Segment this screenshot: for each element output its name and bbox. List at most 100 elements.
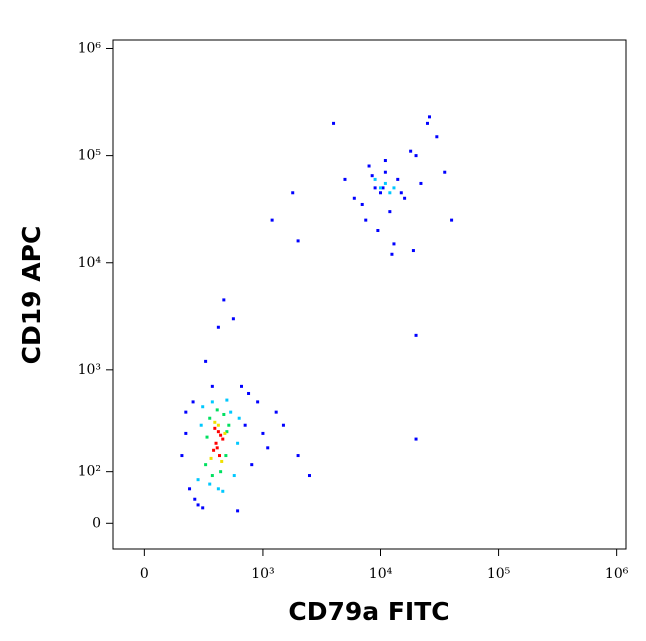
point bbox=[236, 509, 240, 513]
point bbox=[367, 164, 371, 168]
point bbox=[376, 229, 380, 233]
point bbox=[213, 426, 217, 430]
point bbox=[352, 196, 356, 200]
point bbox=[390, 252, 394, 256]
point bbox=[240, 384, 244, 388]
point bbox=[396, 177, 400, 181]
point bbox=[188, 487, 192, 491]
point bbox=[213, 420, 217, 424]
y-tick-label: 0 bbox=[92, 515, 101, 531]
point bbox=[218, 454, 222, 458]
point bbox=[414, 154, 418, 158]
point bbox=[360, 202, 364, 206]
x-tick-label: 10³ bbox=[251, 566, 274, 582]
point bbox=[291, 191, 295, 195]
point bbox=[193, 497, 197, 501]
x-tick-label: 0 bbox=[140, 566, 149, 582]
point bbox=[180, 454, 184, 458]
point bbox=[281, 423, 285, 427]
x-tick-label: 10⁴ bbox=[369, 566, 393, 582]
point bbox=[435, 135, 439, 139]
plot-frame bbox=[112, 39, 627, 550]
point bbox=[232, 474, 236, 478]
point bbox=[364, 218, 368, 222]
point bbox=[403, 196, 407, 200]
point bbox=[296, 454, 300, 458]
point bbox=[219, 433, 223, 437]
point bbox=[373, 186, 377, 190]
point bbox=[388, 210, 392, 214]
point bbox=[392, 186, 396, 190]
point bbox=[237, 416, 241, 420]
point bbox=[332, 121, 336, 125]
point bbox=[231, 317, 235, 321]
point bbox=[215, 408, 219, 412]
point bbox=[229, 410, 233, 414]
point bbox=[215, 446, 219, 450]
point bbox=[388, 191, 392, 195]
point bbox=[256, 400, 260, 404]
point bbox=[266, 446, 270, 450]
point bbox=[210, 474, 214, 478]
point bbox=[219, 470, 223, 474]
point bbox=[184, 431, 188, 435]
point bbox=[227, 423, 231, 427]
point bbox=[209, 456, 213, 460]
point bbox=[261, 431, 265, 435]
point bbox=[210, 384, 214, 388]
point bbox=[210, 400, 214, 404]
point bbox=[199, 423, 203, 427]
point bbox=[414, 333, 418, 337]
point bbox=[214, 441, 218, 445]
point bbox=[414, 437, 418, 441]
y-axis-label: CD19 APC bbox=[17, 226, 46, 365]
point bbox=[392, 242, 396, 246]
point bbox=[225, 398, 229, 402]
point bbox=[236, 441, 240, 445]
point bbox=[296, 239, 300, 243]
point bbox=[370, 174, 374, 178]
point bbox=[274, 410, 278, 414]
y-tick-label: 10⁶ bbox=[78, 40, 102, 56]
point bbox=[411, 249, 415, 253]
point bbox=[201, 405, 205, 409]
point bbox=[383, 159, 387, 163]
point bbox=[196, 503, 200, 507]
point bbox=[208, 416, 212, 420]
point bbox=[419, 181, 423, 185]
point bbox=[379, 191, 383, 195]
x-axis-label: CD79a FITC bbox=[288, 597, 449, 626]
point bbox=[221, 489, 225, 493]
y-tick-label: 10⁵ bbox=[78, 148, 102, 164]
point bbox=[373, 177, 377, 181]
point bbox=[243, 423, 247, 427]
point bbox=[216, 487, 220, 491]
point bbox=[307, 474, 311, 478]
point bbox=[427, 115, 431, 119]
point bbox=[216, 430, 220, 434]
x-tick-label: 10⁵ bbox=[487, 566, 511, 582]
point bbox=[399, 191, 403, 195]
point bbox=[196, 478, 200, 482]
point bbox=[247, 391, 251, 395]
point bbox=[250, 463, 254, 467]
point bbox=[270, 218, 274, 222]
point bbox=[383, 181, 387, 185]
point bbox=[216, 325, 220, 329]
point bbox=[204, 463, 208, 467]
y-tick-label: 10³ bbox=[78, 362, 101, 378]
point bbox=[220, 459, 224, 463]
point bbox=[383, 170, 387, 174]
point bbox=[208, 482, 212, 486]
point bbox=[443, 170, 447, 174]
point bbox=[224, 454, 228, 458]
point bbox=[221, 437, 225, 441]
point bbox=[204, 359, 208, 363]
point bbox=[222, 412, 226, 416]
point bbox=[212, 448, 216, 452]
point bbox=[225, 430, 229, 434]
point bbox=[205, 435, 209, 439]
y-tick-label: 10⁴ bbox=[78, 255, 102, 271]
